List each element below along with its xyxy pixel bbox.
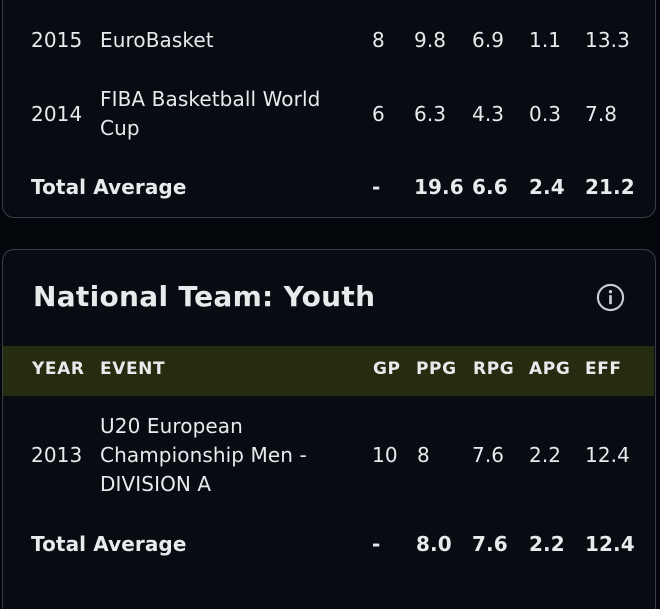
apg-cell: 1.1 (529, 28, 562, 52)
year-cell: 2014 (31, 102, 83, 126)
column-header-gp[interactable]: GP (373, 359, 401, 379)
rpg-cell: 4.3 (472, 102, 505, 126)
ppg-cell: 6.3 (414, 102, 447, 126)
column-header-rpg[interactable]: RPG (473, 359, 515, 379)
card-title: National Team: Youth (33, 280, 376, 313)
ppg-cell: 9.8 (414, 28, 447, 52)
apg-cell: 2.2 (529, 532, 565, 556)
rpg-cell: 7.6 (472, 443, 505, 467)
rpg-cell: 6.6 (472, 175, 508, 199)
gp-cell: 6 (372, 102, 385, 126)
apg-cell: 2.2 (529, 443, 562, 467)
ppg-cell: 8.0 (416, 532, 452, 556)
gp-cell: - (372, 175, 381, 199)
info-circle-icon[interactable] (596, 283, 625, 312)
event-cell: EuroBasket (100, 28, 214, 52)
event-cell-line3: DIVISION A (100, 472, 212, 496)
ppg-cell: 8 (417, 443, 430, 467)
event-cell-line2: Championship Men - (100, 443, 307, 467)
eff-cell: 13.3 (585, 28, 630, 52)
eff-cell: 7.8 (585, 102, 618, 126)
total-label: Total Average (31, 532, 187, 556)
column-header-year[interactable]: YEAR (32, 359, 85, 379)
column-header-event[interactable]: EVENT (100, 359, 166, 379)
apg-cell: 0.3 (529, 102, 562, 126)
table-header: YEAR EVENT GP PPG RPG APG EFF (3, 346, 654, 396)
senior-stats-card: 2015 EuroBasket 8 9.8 6.9 1.1 13.3 2014 … (2, 0, 656, 218)
year-cell: 2015 (31, 28, 83, 52)
event-cell-line1: FIBA Basketball World (100, 87, 321, 111)
eff-cell: 12.4 (585, 532, 635, 556)
column-header-eff[interactable]: EFF (585, 359, 622, 379)
column-header-ppg[interactable]: PPG (416, 359, 457, 379)
event-cell-line1: U20 European (100, 414, 243, 438)
gp-cell: 8 (372, 28, 385, 52)
year-cell: 2013 (31, 443, 83, 467)
youth-stats-card: National Team: Youth YEAR EVENT GP PPG R… (2, 249, 656, 609)
total-label: Total Average (31, 175, 187, 199)
ppg-cell: 19.6 (414, 175, 464, 199)
rpg-cell: 7.6 (472, 532, 508, 556)
rpg-cell: 6.9 (472, 28, 505, 52)
eff-cell: 21.2 (585, 175, 635, 199)
column-header-apg[interactable]: APG (529, 359, 571, 379)
gp-cell: 10 (372, 443, 398, 467)
eff-cell: 12.4 (585, 443, 630, 467)
apg-cell: 2.4 (529, 175, 565, 199)
event-cell-line2: Cup (100, 116, 140, 140)
gp-cell: - (372, 532, 381, 556)
